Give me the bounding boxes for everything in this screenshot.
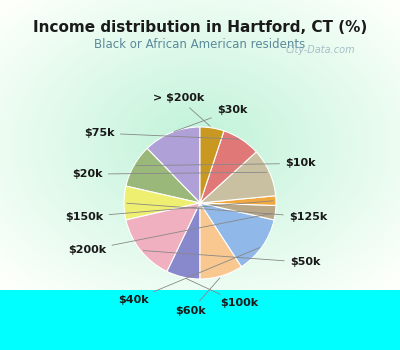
Text: $10k: $10k (136, 159, 316, 168)
Wedge shape (126, 148, 200, 203)
Text: $200k: $200k (68, 213, 273, 255)
Text: $50k: $50k (143, 251, 320, 267)
Text: $100k: $100k (186, 278, 258, 308)
Text: > $200k: > $200k (153, 93, 210, 126)
Wedge shape (200, 203, 242, 279)
Text: City-Data.com: City-Data.com (285, 45, 355, 55)
Wedge shape (147, 127, 200, 203)
Text: $150k: $150k (66, 201, 273, 222)
Wedge shape (126, 203, 200, 272)
Text: $75k: $75k (84, 128, 239, 139)
Wedge shape (200, 127, 224, 203)
Wedge shape (124, 186, 200, 220)
Text: Income distribution in Hartford, CT (%): Income distribution in Hartford, CT (%) (33, 20, 367, 35)
Text: $20k: $20k (72, 169, 267, 179)
Wedge shape (200, 152, 276, 203)
Wedge shape (200, 203, 274, 267)
Wedge shape (167, 203, 200, 279)
Wedge shape (200, 203, 276, 220)
Text: $125k: $125k (127, 203, 327, 222)
Text: $30k: $30k (174, 105, 247, 132)
Wedge shape (200, 131, 256, 203)
Text: $60k: $60k (176, 278, 220, 316)
Text: Black or African American residents: Black or African American residents (94, 38, 306, 51)
Wedge shape (200, 196, 276, 205)
Text: $40k: $40k (118, 247, 260, 305)
